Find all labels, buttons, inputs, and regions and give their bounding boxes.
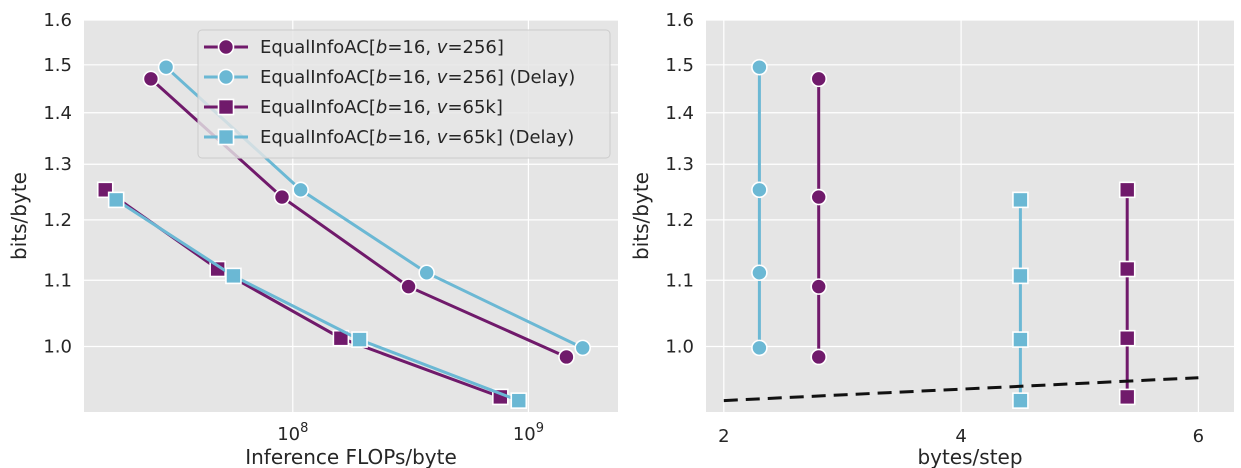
y-tick-label: 1.1 [665, 270, 694, 291]
legend-label-b: b [376, 37, 387, 58]
y-tick-label: 1.1 [43, 270, 72, 291]
data-point [574, 339, 592, 357]
y-tick-label: 1.2 [665, 210, 694, 231]
y-tick-label: 1.0 [43, 336, 72, 357]
legend-label: EqualInfoAC[b=16, v=65k] [260, 97, 503, 118]
y-tick-label: 1.0 [665, 336, 694, 357]
legend-label-v: v [437, 127, 448, 148]
data-point [292, 181, 309, 199]
data-point [1012, 392, 1029, 409]
data-point [810, 188, 828, 206]
legend-label-mid: =16, [387, 67, 436, 88]
legend-label-suffix: =256] (Delay) [447, 67, 575, 88]
x-tick-exponent: 8 [300, 421, 308, 436]
data-point [1118, 181, 1136, 199]
x-tick-label: 2 [718, 426, 729, 447]
data-point [1012, 267, 1029, 285]
y-tick-label: 1.5 [43, 55, 72, 76]
legend-label-mid: =16, [387, 127, 436, 148]
data-point [418, 264, 435, 282]
legend-label-prefix: EqualInfoAC[ [260, 37, 376, 58]
y-tick-label: 1.4 [665, 103, 694, 124]
data-point [810, 348, 828, 366]
y-tick-label: 1.3 [43, 154, 72, 175]
y-tick-label: 1.6 [665, 10, 694, 31]
y-axis-label: bits/byte [7, 172, 31, 260]
legend-label-prefix: EqualInfoAC[ [260, 127, 376, 148]
series-line [115, 198, 520, 403]
x-tick-label: 108 [277, 421, 308, 445]
legend-label-prefix: EqualInfoAC[ [260, 97, 376, 118]
data-point [273, 188, 291, 206]
legend-label-b: b [376, 97, 387, 118]
data-point [1118, 260, 1136, 278]
data-point [107, 191, 125, 209]
legend-marker [217, 98, 235, 116]
data-point [751, 181, 768, 199]
data-point [157, 58, 175, 76]
data-point [810, 70, 828, 88]
data-point [351, 331, 368, 348]
reference-dashed-line [723, 376, 1199, 403]
legend-label-mid: =16, [387, 37, 436, 58]
data-point [1118, 388, 1136, 406]
data-point [751, 58, 768, 76]
x-axis-label: bytes/step [917, 445, 1022, 468]
legend-label-b: b [376, 67, 387, 88]
x-tick-label: 4 [955, 426, 966, 447]
y-axis-label: bits/byte [629, 172, 653, 260]
data-point [751, 264, 768, 282]
legend-label-mid: =16, [387, 97, 436, 118]
data-point [225, 267, 242, 285]
legend-label-v: v [437, 97, 448, 118]
legend-marker [217, 38, 235, 56]
y-tick-label: 1.5 [665, 55, 694, 76]
x-tick-label: 109 [513, 421, 544, 445]
y-tick-label: 1.2 [43, 210, 72, 231]
legend-label-prefix: EqualInfoAC[ [260, 67, 376, 88]
x-axis-label: Inference FLOPs/byte [245, 445, 457, 468]
data-point [558, 348, 575, 366]
legend-label-suffix: =65k] [447, 97, 502, 118]
bytes-per-step-vs-bits-chart: 1.0 1.1 1.2 1.3 1.4 1.5 1.6 2 4 6 bytes/step bits/b… [629, 10, 1234, 468]
data-point [1118, 329, 1136, 347]
legend-label-v: v [437, 37, 448, 58]
legend-label: EqualInfoAC[b=16, v=65k] (Delay) [260, 127, 574, 148]
data-point [1012, 191, 1029, 209]
legend-label-suffix: =65k] (Delay) [447, 127, 574, 148]
x-tick-base: 10 [277, 424, 300, 445]
data-point [751, 339, 768, 357]
y-tick-label: 1.3 [665, 154, 694, 175]
data-point [810, 278, 828, 295]
legend-label: EqualInfoAC[b=16, v=256] [260, 37, 504, 58]
data-point [1012, 331, 1029, 348]
legend-label-b: b [376, 127, 387, 148]
x-tick-exponent: 9 [536, 421, 544, 436]
y-tick-label: 1.6 [43, 10, 72, 31]
legend-marker [217, 68, 235, 86]
legend-box [197, 29, 611, 159]
plot-area [706, 20, 1234, 412]
legend-marker [217, 128, 235, 146]
y-tick-label: 1.4 [43, 103, 72, 124]
legend-label: EqualInfoAC[b=16, v=256] (Delay) [260, 67, 575, 88]
data-point [400, 278, 417, 295]
legend-label-v: v [437, 67, 448, 88]
x-tick-label: 6 [1193, 426, 1204, 447]
x-tick-base: 10 [513, 424, 536, 445]
data-point [142, 70, 160, 88]
data-point [510, 392, 528, 409]
legend-label-suffix: =256] [447, 37, 503, 58]
